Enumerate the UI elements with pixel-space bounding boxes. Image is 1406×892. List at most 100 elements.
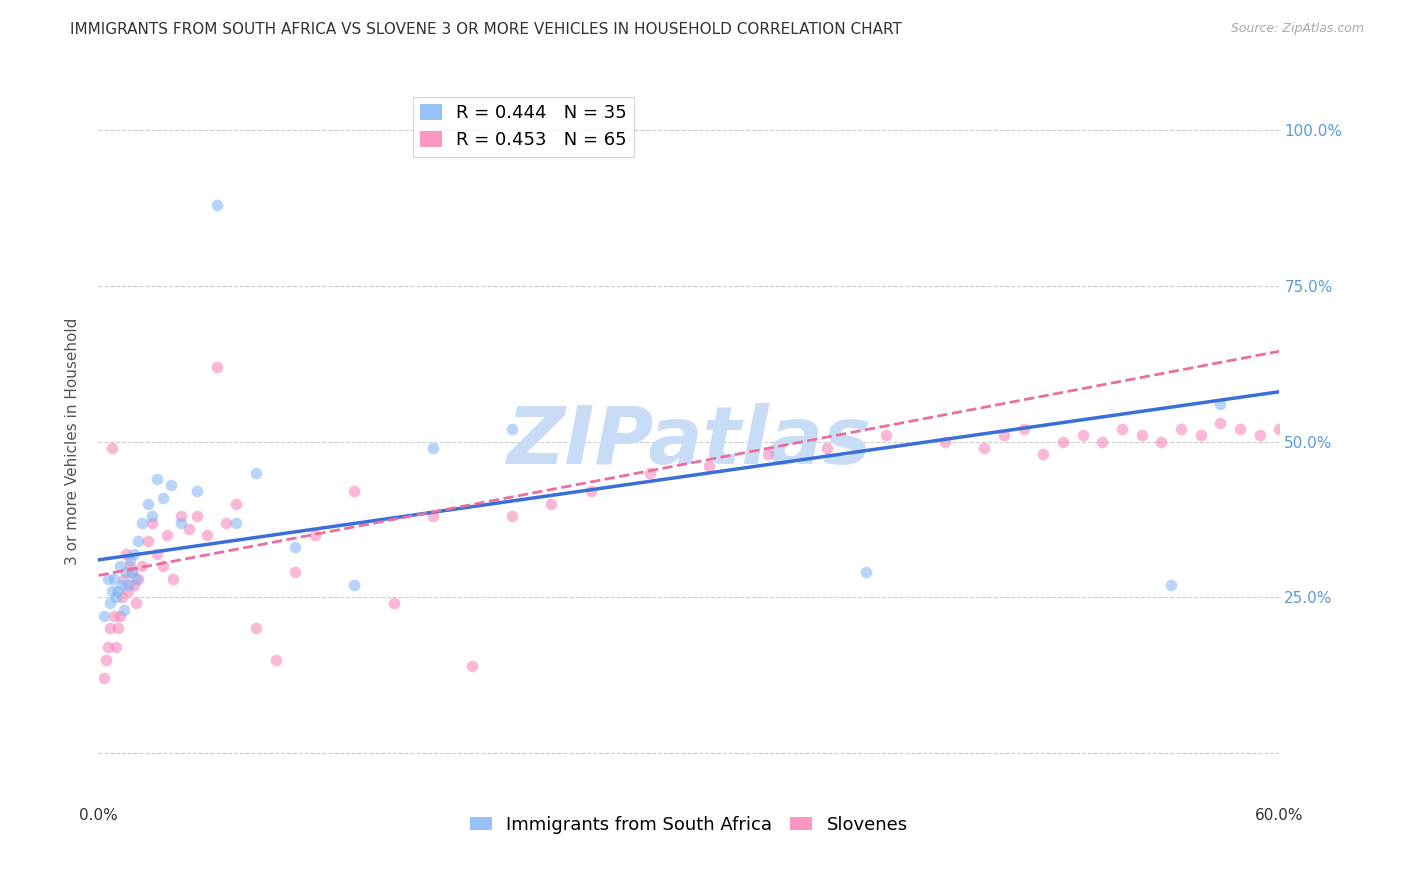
Point: [146, 472, 169, 486]
Point: [195, 528, 218, 542]
Point: [186, 484, 208, 499]
Point: [540, 497, 562, 511]
Point: [697, 459, 720, 474]
Point: [101, 584, 124, 599]
Point: [96, 652, 118, 666]
Point: [98, 597, 121, 611]
Point: [97, 640, 120, 654]
Point: [101, 441, 124, 455]
Point: [1170, 422, 1192, 436]
Point: [170, 516, 193, 530]
Point: [1229, 422, 1251, 436]
Point: [1032, 447, 1054, 461]
Point: [152, 559, 174, 574]
Point: [1209, 397, 1232, 411]
Point: [1091, 434, 1114, 449]
Point: [98, 621, 121, 635]
Point: [141, 509, 163, 524]
Point: [993, 428, 1015, 442]
Point: [1150, 434, 1173, 449]
Point: [245, 466, 267, 480]
Text: IMMIGRANTS FROM SOUTH AFRICA VS SLOVENE 3 OR MORE VEHICLES IN HOUSEHOLD CORRELAT: IMMIGRANTS FROM SOUTH AFRICA VS SLOVENE …: [70, 22, 903, 37]
Point: [343, 484, 366, 499]
Point: [875, 428, 897, 442]
Point: [131, 559, 153, 574]
Point: [103, 572, 125, 586]
Point: [1130, 428, 1153, 442]
Point: [501, 509, 523, 524]
Legend: Immigrants from South Africa, Slovenes: Immigrants from South Africa, Slovenes: [463, 808, 915, 841]
Point: [1012, 422, 1035, 436]
Point: [97, 572, 120, 586]
Point: [93, 609, 115, 624]
Point: [156, 528, 179, 542]
Point: [855, 566, 877, 580]
Point: [152, 491, 174, 505]
Point: [215, 516, 238, 530]
Point: [1111, 422, 1133, 436]
Point: [284, 541, 307, 555]
Point: [461, 658, 484, 673]
Point: [225, 516, 247, 530]
Point: [107, 584, 129, 599]
Point: [117, 578, 139, 592]
Point: [225, 497, 247, 511]
Point: [160, 478, 183, 492]
Point: [1189, 428, 1212, 442]
Point: [115, 566, 138, 580]
Point: [122, 578, 145, 592]
Point: [1160, 578, 1182, 592]
Point: [205, 198, 228, 212]
Point: [638, 466, 661, 480]
Point: [973, 441, 995, 455]
Point: [162, 572, 184, 586]
Point: [304, 528, 326, 542]
Point: [141, 516, 163, 530]
Point: [422, 509, 444, 524]
Point: [108, 609, 131, 624]
Point: [136, 497, 159, 511]
Point: [1209, 416, 1232, 430]
Text: Source: ZipAtlas.com: Source: ZipAtlas.com: [1230, 22, 1364, 36]
Point: [111, 591, 134, 605]
Point: [501, 422, 523, 436]
Point: [122, 547, 145, 561]
Point: [111, 578, 134, 592]
Point: [186, 509, 208, 524]
Point: [117, 584, 139, 599]
Point: [422, 441, 444, 455]
Point: [125, 597, 148, 611]
Point: [1071, 428, 1094, 442]
Point: [934, 434, 956, 449]
Point: [343, 578, 366, 592]
Point: [284, 566, 307, 580]
Point: [121, 566, 143, 580]
Point: [93, 671, 115, 685]
Point: [245, 621, 267, 635]
Point: [107, 621, 129, 635]
Point: [121, 566, 143, 580]
Point: [115, 547, 138, 561]
Point: [579, 484, 602, 499]
Point: [105, 591, 128, 605]
Point: [382, 597, 405, 611]
Point: [815, 441, 838, 455]
Point: [1249, 428, 1271, 442]
Point: [125, 572, 148, 586]
Point: [146, 547, 169, 561]
Point: [177, 522, 200, 536]
Point: [112, 572, 135, 586]
Text: ZIPatlas: ZIPatlas: [506, 402, 872, 481]
Y-axis label: 3 or more Vehicles in Household: 3 or more Vehicles in Household: [65, 318, 80, 566]
Point: [112, 603, 135, 617]
Point: [264, 652, 287, 666]
Point: [1052, 434, 1074, 449]
Point: [131, 516, 153, 530]
Point: [103, 609, 125, 624]
Point: [118, 553, 141, 567]
Point: [136, 534, 159, 549]
Point: [170, 509, 193, 524]
Point: [108, 559, 131, 574]
Point: [127, 572, 149, 586]
Point: [1268, 422, 1291, 436]
